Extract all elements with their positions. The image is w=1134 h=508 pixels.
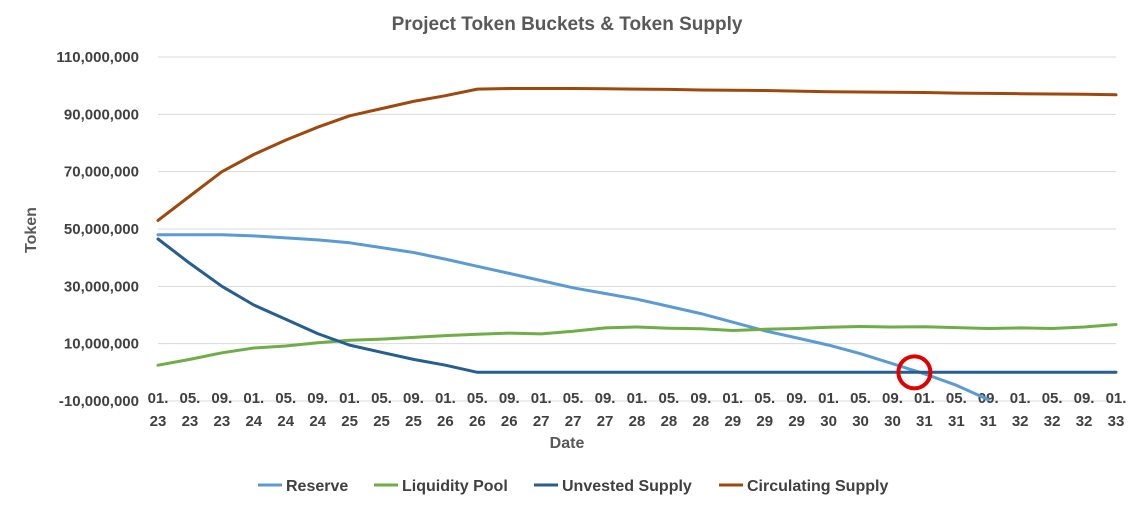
x-tick-year: 23: [214, 413, 231, 430]
x-tick-year: 26: [501, 413, 518, 430]
x-tick-year: 33: [1108, 413, 1125, 430]
x-tick-year: 23: [182, 413, 199, 430]
x-tick-month: 01.: [1010, 390, 1031, 407]
x-tick-year: 25: [341, 413, 358, 430]
x-tick-month: 01.: [818, 390, 839, 407]
x-tick-year: 23: [150, 413, 167, 430]
annotations: [896, 354, 933, 391]
x-tick-month: 01.: [1106, 390, 1127, 407]
x-tick-month: 09.: [1074, 390, 1095, 407]
legend-label-reserve: Reserve: [286, 478, 348, 495]
y-tick-label: 50,000,000: [64, 221, 139, 238]
x-tick-year: 30: [884, 413, 901, 430]
x-tick-year: 30: [852, 413, 869, 430]
legend-label-liquidity-pool: Liquidity Pool: [402, 478, 508, 495]
x-tick-month: 05.: [563, 390, 584, 407]
x-tick-month: 01.: [722, 390, 743, 407]
y-tick-label: 10,000,000: [64, 336, 139, 353]
series-line-liquidity-pool: [156, 323, 1118, 367]
x-tick-year: 29: [788, 413, 805, 430]
series-lines: [156, 87, 1118, 402]
x-tick-year: 26: [437, 413, 454, 430]
y-tick-label: 70,000,000: [64, 164, 139, 181]
x-tick-year: 26: [469, 413, 486, 430]
x-tick-month: 09.: [882, 390, 903, 407]
x-tick-year: 24: [277, 413, 294, 430]
x-tick-month: 05.: [850, 390, 871, 407]
x-tick-month: 01.: [531, 390, 552, 407]
x-tick-month: 01.: [339, 390, 360, 407]
x-tick-month: 05.: [275, 390, 296, 407]
x-tick-month: 05.: [467, 390, 488, 407]
legend-label-circulating-supply: Circulating Supply: [747, 478, 888, 495]
x-tick-month: 01.: [148, 390, 169, 407]
x-tick-year: 30: [820, 413, 837, 430]
x-tick-year: 32: [1044, 413, 1061, 430]
series-line-unvested-supply: [156, 237, 1118, 374]
x-tick-month: 05.: [754, 390, 775, 407]
y-tick-label: -10,000,000: [59, 393, 139, 410]
x-tick-year: 28: [629, 413, 646, 430]
x-tick-month: 01.: [243, 390, 264, 407]
highlight-circle: [896, 354, 933, 391]
chart-title: Project Token Buckets & Token Supply: [392, 14, 743, 35]
x-tick-month: 01.: [435, 390, 456, 407]
x-tick-month: 09.: [211, 390, 232, 407]
x-tick-year: 32: [1076, 413, 1093, 430]
x-tick-month: 09.: [690, 390, 711, 407]
x-tick-year: 28: [693, 413, 710, 430]
gridlines: [158, 56, 1116, 402]
x-tick-year: 31: [916, 413, 933, 430]
series-line-reserve: [156, 233, 990, 402]
x-tick-month: 09.: [403, 390, 424, 407]
x-tick-year: 27: [565, 413, 582, 430]
x-tick-year: 25: [405, 413, 422, 430]
x-axis-ticks: 01. 23 05. 23 09. 23 01. 24 05. 24 09. 24 01. 25 05. 25…: [148, 390, 1127, 430]
x-tick-month: 01.: [914, 390, 935, 407]
x-tick-year: 29: [724, 413, 741, 430]
x-tick-year: 32: [1012, 413, 1029, 430]
x-tick-year: 31: [948, 413, 965, 430]
x-axis-title: Date: [550, 435, 585, 452]
x-tick-month: 09.: [595, 390, 616, 407]
x-tick-month: 09.: [307, 390, 328, 407]
legend-label-unvested-supply: Unvested Supply: [562, 478, 692, 495]
y-tick-label: 90,000,000: [64, 106, 139, 123]
x-tick-month: 09.: [786, 390, 807, 407]
series-line-circulating-supply: [156, 87, 1118, 222]
x-tick-month: 05.: [946, 390, 967, 407]
x-tick-month: 09.: [499, 390, 520, 407]
x-tick-year: 24: [309, 413, 326, 430]
x-tick-year: 29: [756, 413, 773, 430]
x-tick-month: 05.: [180, 390, 201, 407]
y-tick-label: 30,000,000: [64, 278, 139, 295]
y-tick-label: 110,000,000: [56, 49, 139, 66]
x-tick-month: 05.: [371, 390, 392, 407]
x-tick-year: 24: [245, 413, 262, 430]
x-tick-year: 27: [533, 413, 550, 430]
x-tick-month: 01.: [627, 390, 648, 407]
y-axis-ticks: -10,000,000 10,000,000 30,000,000 50,000,00…: [56, 49, 139, 410]
x-tick-year: 28: [661, 413, 678, 430]
y-axis-title: Token: [23, 207, 40, 253]
x-tick-year: 27: [597, 413, 614, 430]
x-tick-year: 31: [980, 413, 997, 430]
x-tick-month: 05.: [1042, 390, 1063, 407]
legend: Reserve Liquidity Pool Unvested Supply Circ…: [258, 478, 888, 495]
x-tick-year: 25: [373, 413, 390, 430]
x-tick-month: 05.: [659, 390, 680, 407]
